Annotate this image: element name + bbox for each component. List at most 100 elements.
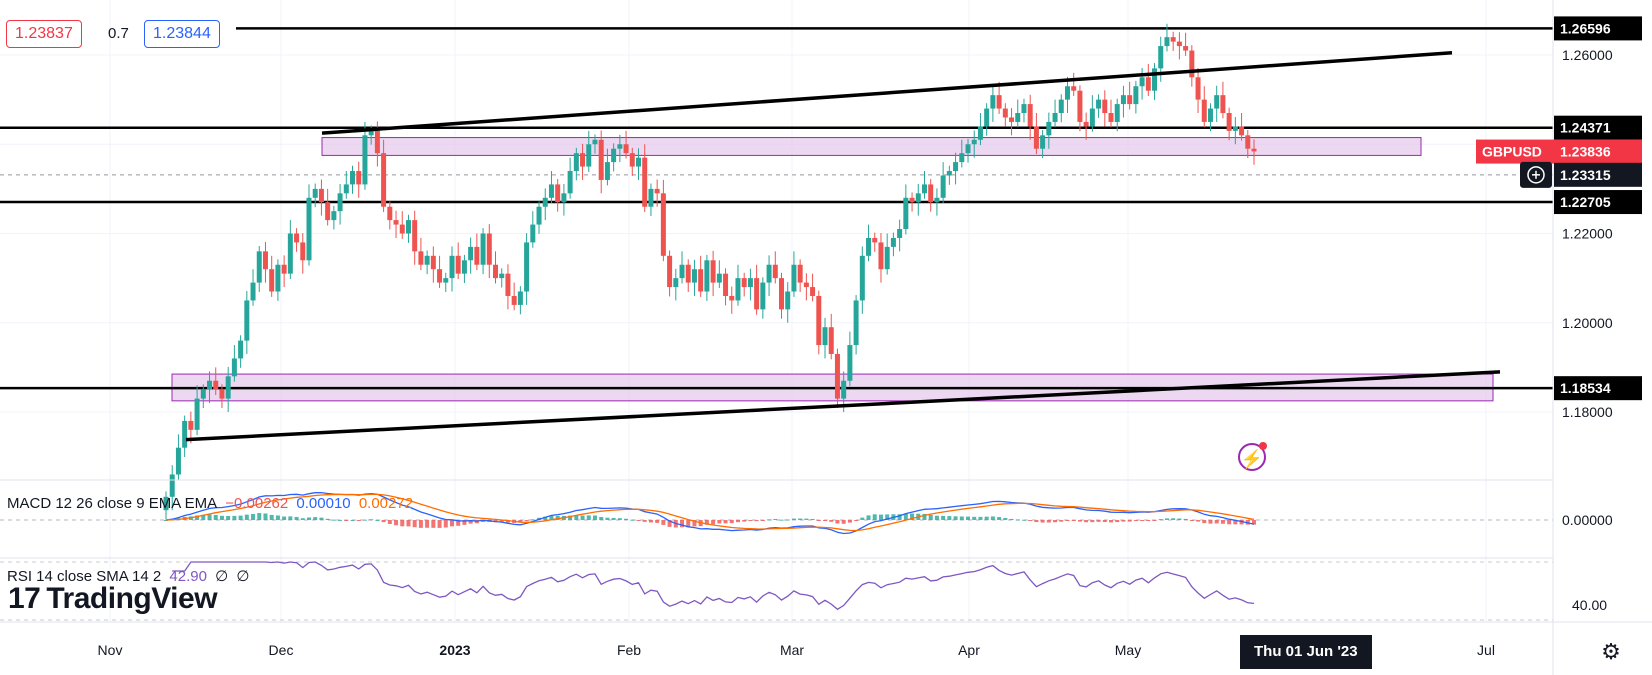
candle-body bbox=[405, 220, 411, 234]
macd-histogram-bar bbox=[1146, 520, 1151, 521]
macd-pane bbox=[0, 479, 1553, 535]
candle-body bbox=[387, 206, 393, 221]
macd-histogram-bar bbox=[226, 515, 231, 520]
macd-histogram-bar bbox=[841, 520, 846, 524]
candle bbox=[1102, 90, 1108, 127]
candle bbox=[623, 130, 629, 159]
macd-histogram-bar bbox=[735, 520, 740, 523]
candle-body bbox=[368, 130, 374, 136]
macd-histogram-bar bbox=[300, 518, 305, 520]
candle-body bbox=[573, 153, 579, 172]
month-label: May bbox=[1115, 642, 1141, 658]
candle bbox=[940, 162, 946, 204]
candle-body bbox=[281, 264, 287, 274]
bid-price-box[interactable]: 1.23837 bbox=[6, 20, 82, 48]
candle bbox=[548, 171, 554, 204]
candle-body bbox=[207, 380, 213, 390]
month-label: Jul bbox=[1477, 642, 1495, 658]
candle bbox=[1226, 107, 1232, 141]
candle bbox=[555, 179, 561, 212]
candle-body bbox=[747, 278, 753, 288]
candle bbox=[1033, 113, 1039, 155]
plus-circle-icon bbox=[1520, 161, 1552, 188]
last-price-tag: 1.23836 bbox=[1554, 139, 1642, 164]
candle-body bbox=[250, 282, 256, 301]
macd-histogram-bar bbox=[1133, 520, 1138, 522]
candle bbox=[1189, 45, 1195, 87]
macd-histogram-bar bbox=[1028, 520, 1033, 521]
candle-body bbox=[778, 278, 784, 310]
candle-body bbox=[1064, 86, 1070, 100]
candle-body bbox=[412, 220, 418, 252]
flash-icon[interactable]: ⚡ bbox=[1238, 442, 1267, 471]
macd-histogram-bar bbox=[1109, 520, 1114, 523]
level-top-tag: 1.26596 bbox=[1554, 16, 1642, 41]
macd-histogram-bar bbox=[624, 518, 629, 520]
resistance-zone bbox=[321, 137, 1422, 156]
candle bbox=[710, 250, 716, 296]
crosshair-price-tag-bg bbox=[1554, 162, 1642, 187]
tradingview-logo[interactable]: 17 TradingView bbox=[8, 582, 218, 616]
candle-body bbox=[163, 496, 169, 511]
candle bbox=[207, 371, 213, 404]
candle bbox=[200, 384, 206, 408]
candle-body bbox=[182, 420, 188, 448]
candle-body bbox=[698, 269, 704, 292]
candle-body bbox=[536, 206, 542, 225]
macd-histogram-bar bbox=[1214, 520, 1219, 524]
ask-price-box[interactable]: 1.23844 bbox=[144, 20, 220, 48]
candle-body bbox=[430, 255, 436, 270]
candle bbox=[934, 188, 940, 216]
macd-histogram-bar bbox=[394, 520, 399, 526]
candle bbox=[343, 171, 349, 199]
macd-histogram-bar bbox=[213, 514, 218, 520]
macd-histogram-bar bbox=[580, 515, 585, 520]
macd-histogram-bar bbox=[1158, 519, 1163, 521]
candle bbox=[163, 491, 169, 520]
macd-histogram-bar bbox=[1233, 520, 1238, 525]
candle bbox=[1027, 94, 1033, 140]
gear-icon[interactable]: ⚙ bbox=[1601, 639, 1621, 664]
candle bbox=[530, 211, 536, 248]
macd-histogram-bar bbox=[953, 516, 958, 520]
candle bbox=[778, 272, 784, 319]
macd-histogram-bar bbox=[711, 520, 716, 525]
candle bbox=[580, 143, 586, 180]
time-axis[interactable]: Nov Dec 2023 Feb Mar Apr May Jul bbox=[98, 642, 1495, 658]
candle bbox=[169, 465, 175, 511]
price-axis[interactable]: 1.26000 1.22000 1.20000 1.18000 0.00000 40.00… bbox=[1476, 0, 1642, 675]
candle bbox=[1133, 80, 1139, 114]
candle-body bbox=[306, 197, 312, 261]
candle-body bbox=[791, 264, 797, 292]
macd-histogram-bar bbox=[966, 516, 971, 520]
candle bbox=[685, 259, 691, 292]
candle bbox=[921, 171, 927, 199]
macd-histogram-bar bbox=[543, 516, 548, 520]
candle bbox=[884, 233, 890, 275]
macd-histogram-bar bbox=[1102, 520, 1107, 523]
candle bbox=[325, 188, 331, 226]
candle bbox=[1214, 85, 1220, 122]
candle-body bbox=[1083, 121, 1089, 127]
macd-histogram-bar bbox=[350, 519, 355, 521]
candle-body bbox=[1183, 46, 1189, 51]
candle-body bbox=[586, 144, 592, 167]
candle bbox=[250, 269, 256, 306]
candle bbox=[418, 237, 424, 271]
candle bbox=[287, 220, 293, 280]
macd-histogram-bar bbox=[437, 520, 442, 528]
macd-histogram-bar bbox=[313, 517, 318, 520]
candle bbox=[1127, 81, 1133, 110]
candle bbox=[175, 434, 181, 480]
macd-histogram-bar bbox=[872, 514, 877, 520]
candle bbox=[443, 272, 449, 292]
candle-body bbox=[741, 278, 747, 288]
macd-histogram-bar bbox=[331, 519, 336, 521]
candle bbox=[499, 268, 505, 288]
price-tick-label: 1.22000 bbox=[1562, 226, 1613, 242]
tradingview-logo-text: TradingView bbox=[46, 582, 218, 615]
candle-body bbox=[524, 242, 530, 292]
candle bbox=[953, 152, 959, 185]
candle-body bbox=[834, 353, 840, 399]
